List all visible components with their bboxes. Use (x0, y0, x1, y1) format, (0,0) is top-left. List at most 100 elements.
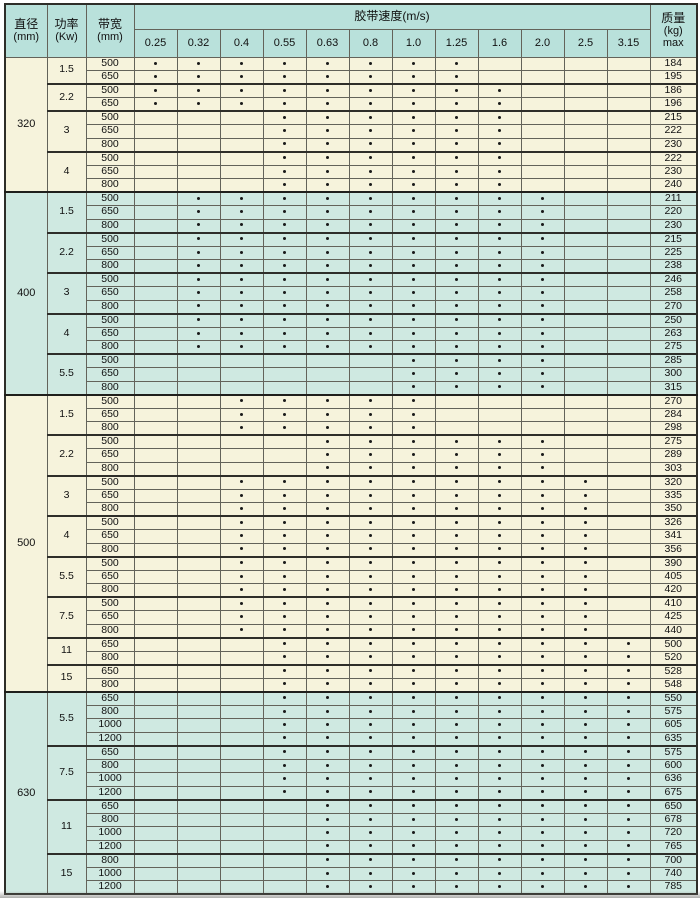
speed-available-cell (606, 663, 651, 679)
availability-dot-icon (369, 318, 372, 322)
speed-available-cell (391, 353, 436, 368)
speed-available-cell (563, 826, 608, 841)
availability-dot-icon (541, 871, 544, 875)
speed-empty-cell (563, 407, 608, 422)
belt-width-cell: 800 (85, 421, 135, 436)
speed-empty-cell (262, 353, 307, 368)
speed-empty-cell (176, 690, 221, 706)
speed-available-cell (391, 596, 436, 611)
speed-available-cell (262, 164, 307, 179)
table-row: 650 284 (5, 407, 698, 422)
speed-available-cell (305, 636, 350, 652)
speed-available-cell (477, 502, 522, 517)
availability-dot-icon (455, 831, 458, 835)
speed-available-cell (434, 758, 479, 773)
speed-empty-cell (133, 744, 178, 760)
speed-empty-cell (606, 245, 651, 260)
mass-cell: 520 (649, 650, 698, 665)
speed-available-cell (305, 83, 350, 98)
speed-empty-cell (133, 259, 178, 274)
table-row: 800 240 (5, 178, 698, 193)
availability-dot-icon (627, 736, 630, 740)
table-row: 650 300 (5, 367, 698, 382)
speed-available-cell (305, 839, 350, 854)
availability-dot-icon (197, 250, 200, 254)
speed-available-cell (477, 461, 522, 476)
availability-dot-icon (326, 884, 329, 888)
availability-dot-icon (455, 115, 458, 119)
speed-available-cell (434, 555, 479, 571)
speed-available-cell (305, 137, 350, 152)
speed-available-cell (391, 461, 436, 476)
availability-dot-icon (326, 425, 329, 429)
speed-available-cell (262, 83, 307, 98)
belt-width-cell: 1000 (85, 772, 135, 787)
power-cell: 11 (46, 636, 87, 665)
availability-dot-icon (498, 871, 501, 875)
table-row: 800 440 (5, 623, 698, 638)
availability-dot-icon (369, 817, 372, 821)
power-cell: 5.5 (46, 353, 87, 395)
speed-available-cell (348, 70, 393, 85)
availability-dot-icon (541, 250, 544, 254)
table-row: 11 650 650 (5, 798, 698, 854)
availability-dot-icon (455, 439, 458, 443)
column-header-mass: 质量 (kg) max (649, 3, 698, 58)
speed-available-cell (434, 150, 479, 166)
speed-available-cell (477, 826, 522, 841)
availability-dot-icon (369, 520, 372, 524)
availability-dot-icon (326, 790, 329, 794)
speed-value-header: 2.0 (520, 28, 565, 58)
speed-available-cell (434, 110, 479, 125)
availability-dot-icon (498, 223, 501, 227)
availability-dot-icon (498, 304, 501, 308)
availability-dot-icon (412, 277, 415, 281)
speed-available-cell (305, 191, 350, 206)
speed-available-cell (391, 772, 436, 787)
availability-dot-icon (197, 318, 200, 322)
availability-dot-icon (240, 88, 243, 92)
speed-available-cell (348, 448, 393, 463)
availability-dot-icon (498, 534, 501, 538)
speed-empty-cell (563, 286, 608, 301)
speed-empty-cell (133, 231, 178, 247)
belt-width-cell: 800 (85, 852, 135, 868)
belt-width-cell: 500 (85, 393, 135, 409)
speed-empty-cell (348, 367, 393, 382)
availability-dot-icon (498, 453, 501, 457)
speed-available-cell (305, 690, 350, 706)
speed-available-cell (520, 690, 565, 706)
availability-dot-icon (326, 196, 329, 200)
speed-available-cell (262, 515, 307, 530)
availability-dot-icon (369, 723, 372, 727)
table-row: 650 289 (5, 448, 698, 463)
speed-empty-cell (176, 812, 221, 827)
availability-dot-icon (369, 615, 372, 619)
speed-empty-cell (477, 407, 522, 422)
diameter-cell: 500 (4, 393, 48, 692)
availability-dot-icon (283, 210, 286, 214)
speed-available-cell (434, 744, 479, 760)
speed-available-cell (219, 259, 264, 274)
speed-available-cell (348, 340, 393, 355)
availability-dot-icon (369, 506, 372, 510)
belt-width-cell: 1200 (85, 731, 135, 746)
availability-dot-icon (369, 263, 372, 267)
availability-dot-icon (541, 615, 544, 619)
availability-dot-icon (240, 493, 243, 497)
speed-empty-cell (133, 380, 178, 395)
availability-dot-icon (412, 344, 415, 348)
availability-dot-icon (498, 210, 501, 214)
availability-dot-icon (412, 101, 415, 105)
availability-dot-icon (455, 182, 458, 186)
speed-available-cell (348, 690, 393, 706)
speed-empty-cell (219, 839, 264, 854)
speed-available-cell (176, 245, 221, 260)
speed-available-cell (305, 286, 350, 301)
speed-empty-cell (219, 137, 264, 152)
mass-cell: 720 (649, 826, 698, 841)
speed-available-cell (563, 718, 608, 733)
availability-dot-icon (498, 520, 501, 524)
availability-dot-icon (541, 844, 544, 848)
speed-available-cell (434, 839, 479, 854)
